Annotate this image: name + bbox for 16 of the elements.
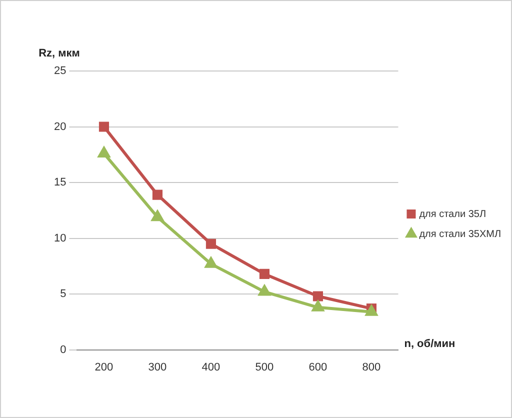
y-tick-label: 20	[54, 120, 66, 133]
x-tick-label: 400	[202, 361, 220, 374]
legend-label: для стали 35ХМЛ	[419, 228, 502, 240]
y-tick-label: 5	[60, 288, 66, 300]
x-tick-label: 300	[148, 361, 167, 374]
x-tick-label: 500	[255, 361, 274, 374]
y-tick-label: 0	[60, 344, 66, 356]
x-tick-label: 800	[362, 361, 381, 374]
y-tick-label: 10	[54, 232, 66, 244]
y-tick-label: 25	[54, 65, 66, 78]
x-axis-title: n, об/мин	[404, 338, 456, 350]
y-tick-label: 15	[54, 176, 66, 189]
legend-label: для стали 35Л	[419, 208, 486, 220]
y-axis-title: Rz, мкм	[38, 48, 80, 60]
x-tick-label: 600	[308, 361, 328, 374]
x-tick-label: 200	[94, 361, 114, 374]
